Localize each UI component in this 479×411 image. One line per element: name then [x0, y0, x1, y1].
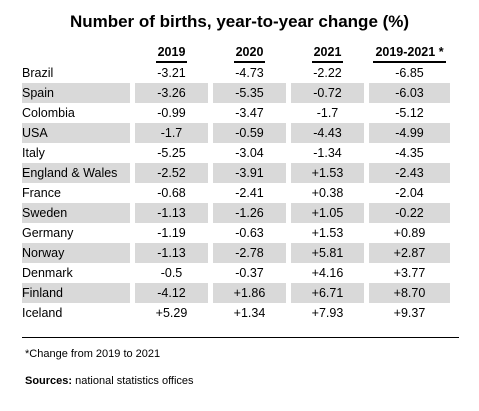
- bottom-rule: [22, 337, 459, 338]
- value-cell: -0.59: [213, 123, 286, 143]
- value-cell: -0.5: [160, 266, 183, 280]
- table-row: Colombia -0.99 -3.47 -1.7 -5.12: [22, 103, 450, 123]
- value-cell: -5.25: [157, 146, 186, 160]
- value-cell: +5.29: [155, 306, 188, 320]
- value-cell: -5.35: [213, 83, 286, 103]
- header-2020: 2020: [213, 42, 286, 63]
- header-2019: 2019: [135, 42, 208, 63]
- value-cell: +2.87: [369, 243, 450, 263]
- births-table: 2019 2020 2021 2019-2021 * Brazil -3.21 -4…: [22, 42, 450, 323]
- sources-label: Sources:: [25, 375, 73, 387]
- value-cell: -0.63: [235, 226, 264, 240]
- value-cell: -2.04: [395, 186, 424, 200]
- value-cell: -1.13: [135, 243, 208, 263]
- value-cell: -4.73: [235, 66, 264, 80]
- value-cell: -2.22: [313, 66, 342, 80]
- value-cell: +1.53: [291, 163, 364, 183]
- value-cell: -2.78: [213, 243, 286, 263]
- table-row: Italy -5.25 -3.04 -1.34 -4.35: [22, 143, 450, 163]
- value-cell: -1.7: [135, 123, 208, 143]
- value-cell: +1.34: [233, 306, 266, 320]
- value-cell: -2.52: [135, 163, 208, 183]
- value-cell: -3.26: [135, 83, 208, 103]
- value-cell: -1.26: [213, 203, 286, 223]
- country-cell: Sweden: [22, 203, 130, 223]
- header-2019-2021: 2019-2021 *: [369, 42, 450, 63]
- country-cell: England & Wales: [22, 163, 130, 183]
- country-cell: France: [22, 186, 61, 200]
- value-cell: -0.68: [157, 186, 186, 200]
- country-cell: Italy: [22, 146, 45, 160]
- table-row: Norway -1.13 -2.78 +5.81 +2.87: [22, 243, 450, 263]
- value-cell: -0.72: [291, 83, 364, 103]
- value-cell: -3.21: [157, 66, 186, 80]
- table-row: USA -1.7 -0.59 -4.43 -4.99: [22, 123, 450, 143]
- value-cell: -1.34: [313, 146, 342, 160]
- value-cell: +1.86: [213, 283, 286, 303]
- table-row: Sweden -1.13 -1.26 +1.05 -0.22: [22, 203, 450, 223]
- value-cell: +1.53: [311, 226, 344, 240]
- header-2021: 2021: [291, 42, 364, 63]
- country-cell: USA: [22, 123, 130, 143]
- value-cell: +7.93: [311, 306, 344, 320]
- footnote: *Change from 2019 to 2021: [25, 348, 161, 360]
- sources-line: Sources: national statistics offices: [25, 375, 194, 387]
- country-cell: Denmark: [22, 266, 73, 280]
- value-cell: -6.03: [369, 83, 450, 103]
- value-cell: +0.89: [393, 226, 426, 240]
- value-cell: -0.37: [235, 266, 264, 280]
- value-cell: +8.70: [369, 283, 450, 303]
- country-cell: Norway: [22, 243, 130, 263]
- value-cell: -4.43: [291, 123, 364, 143]
- value-cell: -3.04: [235, 146, 264, 160]
- table-row: England & Wales -2.52 -3.91 +1.53 -2.43: [22, 163, 450, 183]
- table-row: Iceland +5.29 +1.34 +7.93 +9.37: [22, 303, 450, 323]
- header-country: [22, 42, 130, 63]
- value-cell: +0.38: [311, 186, 344, 200]
- value-cell: -0.99: [157, 106, 186, 120]
- value-cell: -5.12: [395, 106, 424, 120]
- country-cell: Brazil: [22, 66, 54, 80]
- value-cell: -3.47: [235, 106, 264, 120]
- country-cell: Iceland: [22, 306, 63, 320]
- table-row: France -0.68 -2.41 +0.38 -2.04: [22, 183, 450, 203]
- value-cell: -0.22: [369, 203, 450, 223]
- value-cell: -4.35: [395, 146, 424, 160]
- sources-text: national statistics offices: [72, 375, 194, 387]
- country-cell: Finland: [22, 283, 130, 303]
- table-row: Brazil -3.21 -4.73 -2.22 -6.85: [22, 63, 450, 83]
- value-cell: -1.7: [316, 106, 339, 120]
- value-cell: -2.41: [235, 186, 264, 200]
- header-row: 2019 2020 2021 2019-2021 *: [22, 42, 450, 63]
- value-cell: -6.85: [395, 66, 424, 80]
- value-cell: +6.71: [291, 283, 364, 303]
- value-cell: +1.05: [291, 203, 364, 223]
- value-cell: +9.37: [393, 306, 426, 320]
- table-row: Spain -3.26 -5.35 -0.72 -6.03: [22, 83, 450, 103]
- country-cell: Colombia: [22, 106, 75, 120]
- value-cell: -3.91: [213, 163, 286, 183]
- table-title: Number of births, year-to-year change (%…: [69, 12, 410, 31]
- table-row: Finland -4.12 +1.86 +6.71 +8.70: [22, 283, 450, 303]
- value-cell: -2.43: [369, 163, 450, 183]
- value-cell: +4.16: [311, 266, 344, 280]
- value-cell: +5.81: [291, 243, 364, 263]
- value-cell: -4.99: [369, 123, 450, 143]
- country-cell: Spain: [22, 83, 130, 103]
- value-cell: -4.12: [135, 283, 208, 303]
- value-cell: -1.13: [135, 203, 208, 223]
- country-cell: Germany: [22, 226, 74, 240]
- value-cell: +3.77: [393, 266, 426, 280]
- table-row: Denmark -0.5 -0.37 +4.16 +3.77: [22, 263, 450, 283]
- value-cell: -1.19: [157, 226, 186, 240]
- table-row: Germany -1.19 -0.63 +1.53 +0.89: [22, 223, 450, 243]
